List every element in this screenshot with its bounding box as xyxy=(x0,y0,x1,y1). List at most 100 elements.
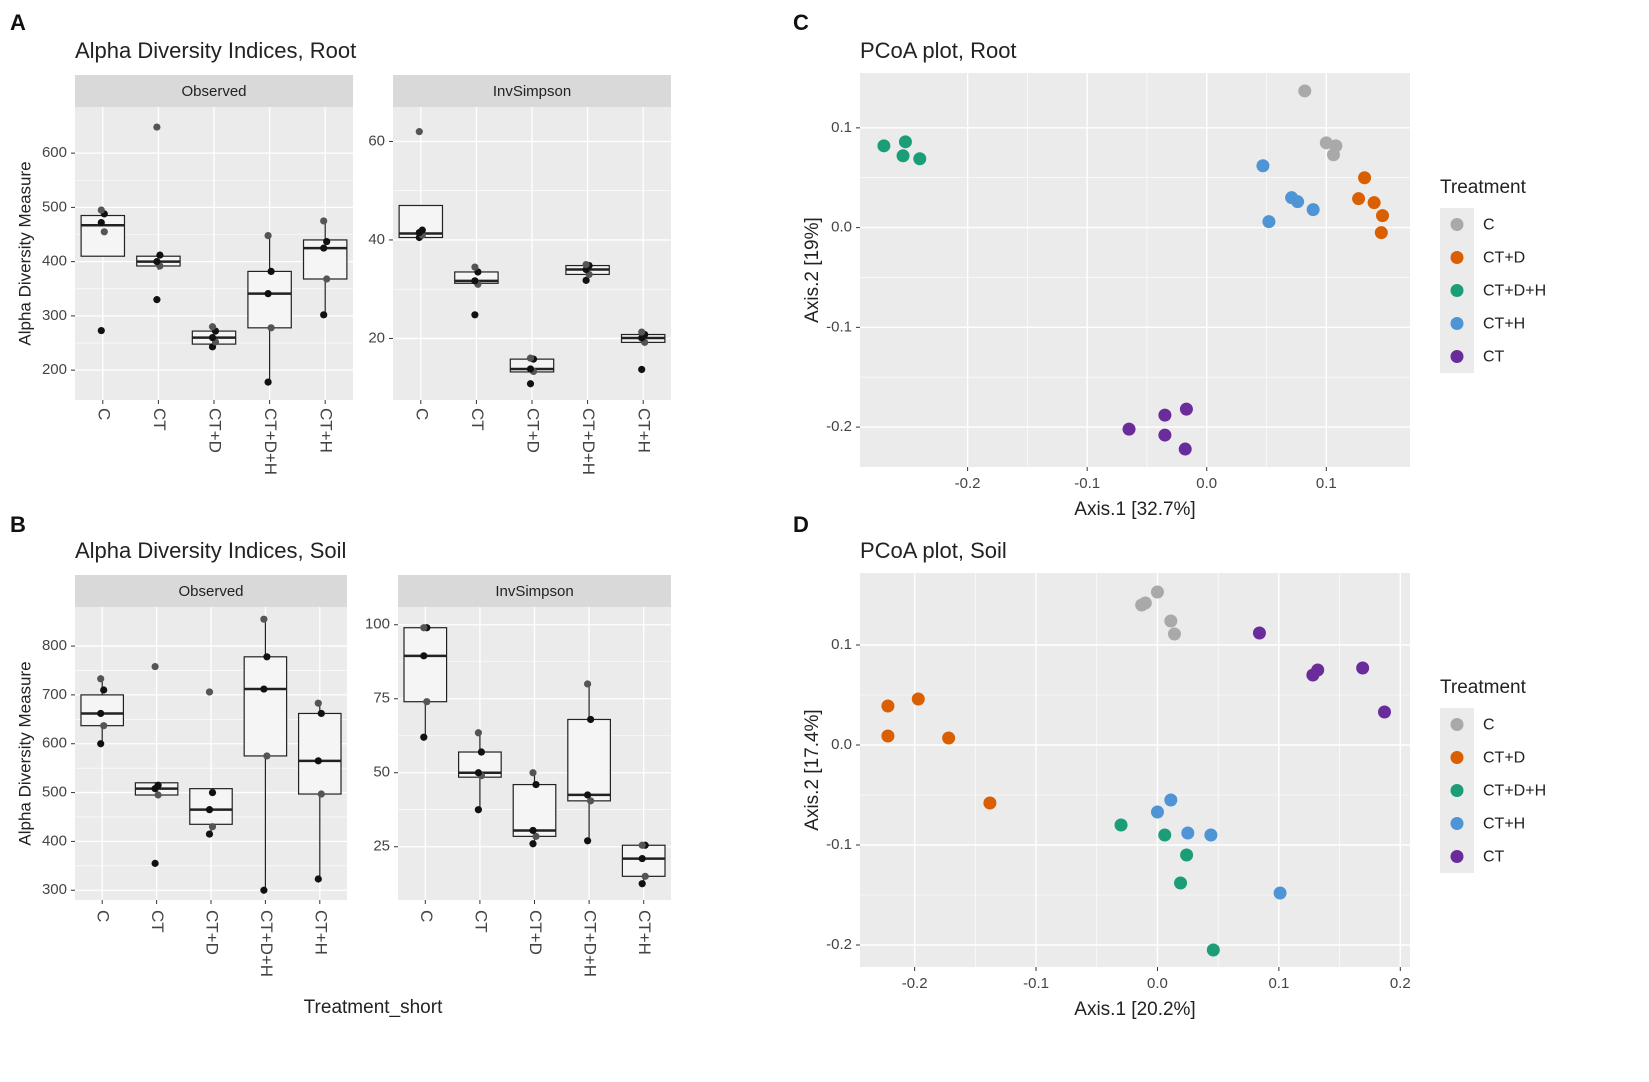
panel-C: C PCoA plot, Root -0.2 -0.1 0.0 0.1 -0.2 -0.1 0.… xyxy=(793,10,1546,520)
box-iqr xyxy=(247,270,292,329)
scatter-point xyxy=(1306,203,1320,217)
series-CT+D xyxy=(1352,171,1389,240)
panel-A: A Alpha Diversity Indices, Root Alpha Dive… xyxy=(10,10,671,475)
data-point xyxy=(100,228,108,236)
data-point xyxy=(156,251,164,259)
chart-title: PCoA plot, Soil xyxy=(860,538,1007,563)
box-CT+D+H xyxy=(565,260,610,284)
y-tick-label: 800 xyxy=(42,637,67,654)
data-point xyxy=(420,624,428,632)
data-point xyxy=(526,354,535,362)
facet-strip xyxy=(393,75,671,107)
data-point xyxy=(314,875,322,883)
x-tick-label: CT xyxy=(150,408,169,431)
x-tick-label: C xyxy=(412,408,431,420)
box-CT+D xyxy=(191,323,237,351)
data-point xyxy=(587,797,595,805)
scatter-point xyxy=(881,729,895,743)
data-point xyxy=(418,226,426,234)
data-point xyxy=(208,323,217,331)
data-point xyxy=(471,311,479,319)
x-tick-label: CT+D+H xyxy=(257,910,276,977)
box-C xyxy=(403,624,448,741)
data-point xyxy=(638,841,646,849)
chart-title: Alpha Diversity Indices, Soil xyxy=(75,538,346,563)
y-tick-label: -0.1 xyxy=(826,318,852,335)
x-tick-label: CT+D+H xyxy=(261,408,280,475)
data-point xyxy=(317,790,325,798)
facet-strip xyxy=(75,75,353,107)
panel-D: D PCoA plot, Soil -0.2 -0.1 0.0 0.1 0.2 -0.2 -0.… xyxy=(793,512,1546,1020)
data-point xyxy=(587,715,595,724)
data-point xyxy=(153,123,161,131)
legend-key-C xyxy=(1450,218,1464,231)
legend-label: CT xyxy=(1483,349,1505,366)
facet-strip-label: Observed xyxy=(178,583,243,600)
data-point xyxy=(323,237,331,246)
y-tick-label: 20 xyxy=(368,329,385,346)
scatter-point xyxy=(1358,171,1372,185)
data-point xyxy=(638,328,646,336)
data-point xyxy=(264,231,272,240)
data-point xyxy=(420,652,428,660)
scatter-point xyxy=(1204,828,1218,842)
x-tick-label: CT xyxy=(468,408,487,431)
y-tick-label: 400 xyxy=(42,253,67,270)
box-CT xyxy=(454,263,499,319)
scatter-point xyxy=(1138,596,1152,610)
scatter-point xyxy=(1262,215,1276,229)
data-point xyxy=(260,685,268,693)
y-tick-label: 500 xyxy=(42,784,67,801)
scatter-point xyxy=(913,152,927,166)
data-point xyxy=(151,859,159,867)
series-CT+D+H xyxy=(877,135,927,166)
y-axis-label: Axis.2 [19%] xyxy=(802,217,823,323)
x-tick-label: CT+H xyxy=(635,408,654,453)
panel-letter: C xyxy=(793,10,809,35)
y-tick-label: 0.0 xyxy=(831,219,852,236)
scatter-point xyxy=(1178,442,1192,456)
y-tick-label: 75 xyxy=(373,690,390,707)
scatter-point xyxy=(1378,705,1392,719)
x-tick-label: CT+D xyxy=(524,408,543,453)
box-CT xyxy=(136,123,181,304)
data-point xyxy=(420,733,428,741)
series-C xyxy=(1298,84,1343,162)
box-CT+D+H xyxy=(567,680,611,845)
x-tick-label: 0.0 xyxy=(1147,975,1168,992)
facet-observed: Observed 200 300 400 500 600 C CT CT+D CT+D+H CT+H xyxy=(42,75,353,475)
scatter-point xyxy=(1180,848,1194,862)
y-tick-label: 100 xyxy=(365,616,390,633)
y-tick-label: 200 xyxy=(42,361,67,378)
scatter-point xyxy=(881,699,895,713)
y-tick-label: 300 xyxy=(42,307,67,324)
legend-label: CT xyxy=(1483,849,1505,866)
y-tick-label: 600 xyxy=(42,144,67,161)
data-point xyxy=(584,837,592,845)
scatter-point xyxy=(1174,876,1188,890)
data-point xyxy=(320,311,328,319)
scatter-point xyxy=(1167,627,1181,641)
data-point xyxy=(638,854,646,863)
data-point xyxy=(260,886,268,894)
panel-letter: D xyxy=(793,512,809,537)
box-CT+H xyxy=(620,328,666,374)
y-tick-label: 700 xyxy=(42,686,67,703)
y-axis-label: Axis.2 [17.4%] xyxy=(802,709,823,830)
data-point xyxy=(474,806,482,814)
data-point xyxy=(263,752,271,760)
data-point xyxy=(532,832,540,840)
legend-label: CT+D xyxy=(1483,250,1525,267)
scatter-point xyxy=(1122,422,1136,436)
scatter-point xyxy=(1150,585,1164,599)
data-point xyxy=(97,218,105,227)
data-point xyxy=(529,826,537,835)
y-tick-label: 0.1 xyxy=(831,119,852,136)
data-point xyxy=(529,769,537,777)
data-point xyxy=(263,653,271,661)
scatter-point xyxy=(1158,428,1172,442)
legend: Treatment C CT+D CT+D+H CT+H CT xyxy=(1440,177,1546,373)
legend-key-CT xyxy=(1450,350,1464,363)
x-tick-label: CT+H xyxy=(635,910,654,955)
x-tick-label: C xyxy=(94,910,113,922)
